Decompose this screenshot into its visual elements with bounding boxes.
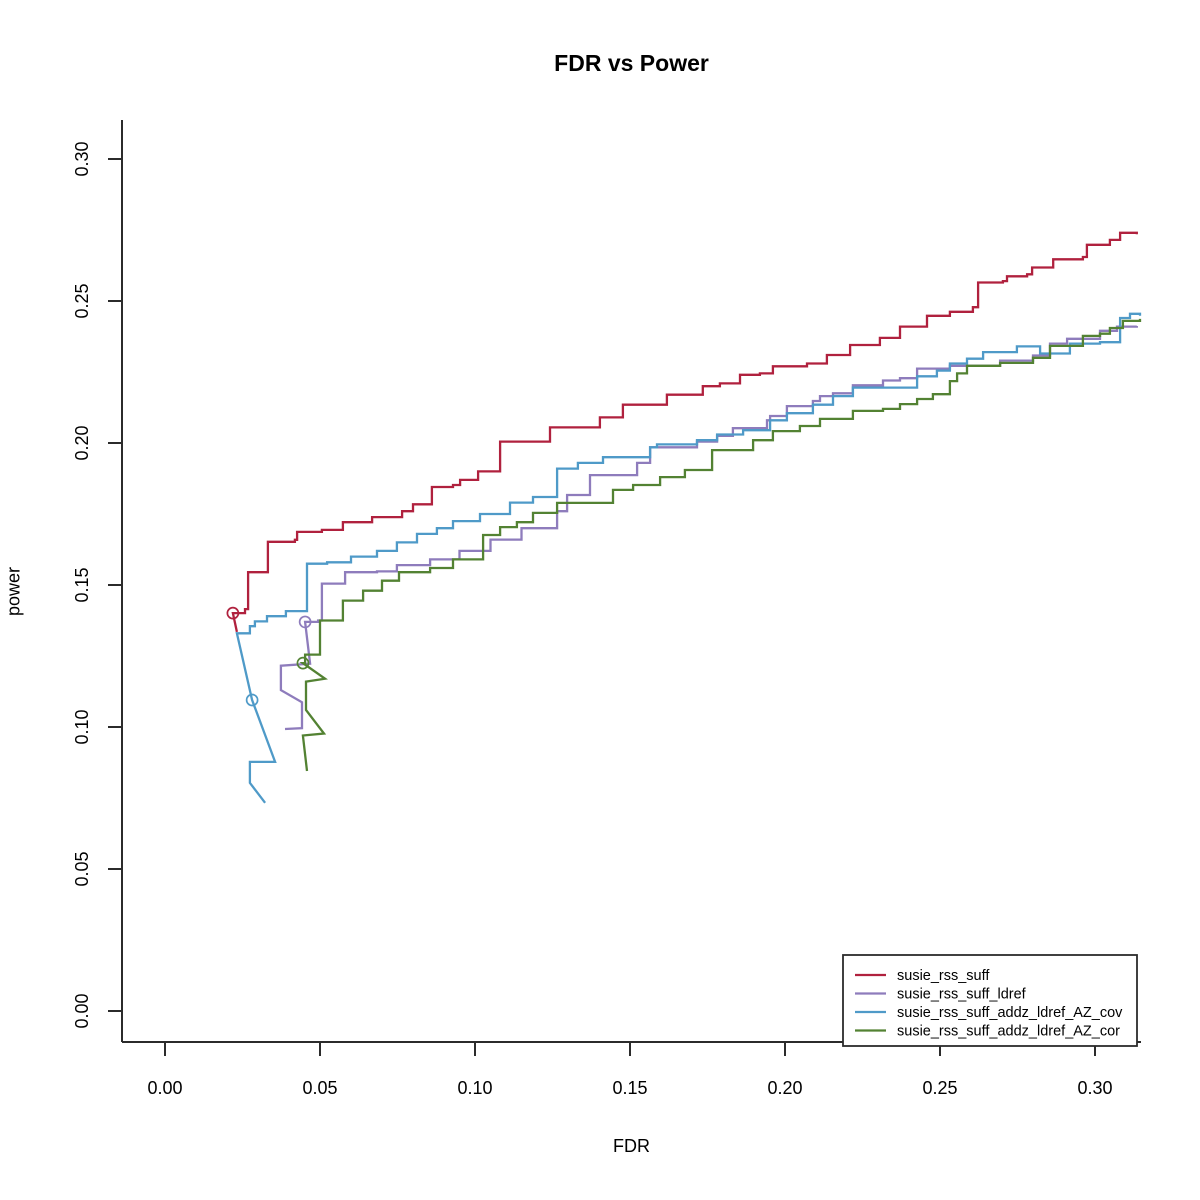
- x-tick-label: 0.00: [147, 1078, 182, 1098]
- legend-label-susie_rss_suff_addz_ldref_AZ_cov: susie_rss_suff_addz_ldref_AZ_cov: [897, 1005, 1123, 1021]
- y-tick-label: 0.15: [72, 567, 92, 602]
- x-tick-label: 0.20: [767, 1078, 802, 1098]
- x-tick-label: 0.30: [1077, 1078, 1112, 1098]
- curve-susie_rss_suff: [231, 231, 1138, 633]
- legend-label-susie_rss_suff_addz_ldref_AZ_cor: susie_rss_suff_addz_ldref_AZ_cor: [897, 1024, 1120, 1040]
- curve-susie_rss_suff_addz_ldref_AZ_cov: [235, 312, 1142, 804]
- y-tick-label: 0.25: [72, 283, 92, 318]
- curve-susie_rss_suff_addz_ldref_AZ_cor: [299, 318, 1142, 772]
- threshold-marker-susie_rss_suff_addz_ldref_AZ_cov: [245, 693, 259, 707]
- legend-label-susie_rss_suff: susie_rss_suff: [897, 968, 990, 984]
- y-tick-label: 0.20: [72, 425, 92, 460]
- x-tick-label: 0.10: [457, 1078, 492, 1098]
- y-tick-label: 0.10: [72, 709, 92, 744]
- threshold-marker-susie_rss_suff_ldref: [298, 615, 312, 629]
- y-axis-title: power: [3, 566, 24, 617]
- x-tick-label: 0.25: [922, 1078, 957, 1098]
- x-tick-label: 0.05: [302, 1078, 337, 1098]
- threshold-marker-susie_rss_suff: [226, 606, 240, 620]
- legend-box: [842, 954, 1138, 1047]
- y-tick-label: 0.30: [72, 141, 92, 176]
- y-tick-label: 0.00: [72, 993, 92, 1028]
- x-tick-label: 0.15: [612, 1078, 647, 1098]
- threshold-marker-susie_rss_suff_addz_ldref_AZ_cor: [296, 656, 310, 670]
- y-tick-label: 0.05: [72, 851, 92, 886]
- legend-label-susie_rss_suff_ldref: susie_rss_suff_ldref: [897, 987, 1027, 1003]
- x-axis-title: FDR: [613, 1136, 650, 1156]
- chart-title: FDR vs Power: [554, 50, 709, 76]
